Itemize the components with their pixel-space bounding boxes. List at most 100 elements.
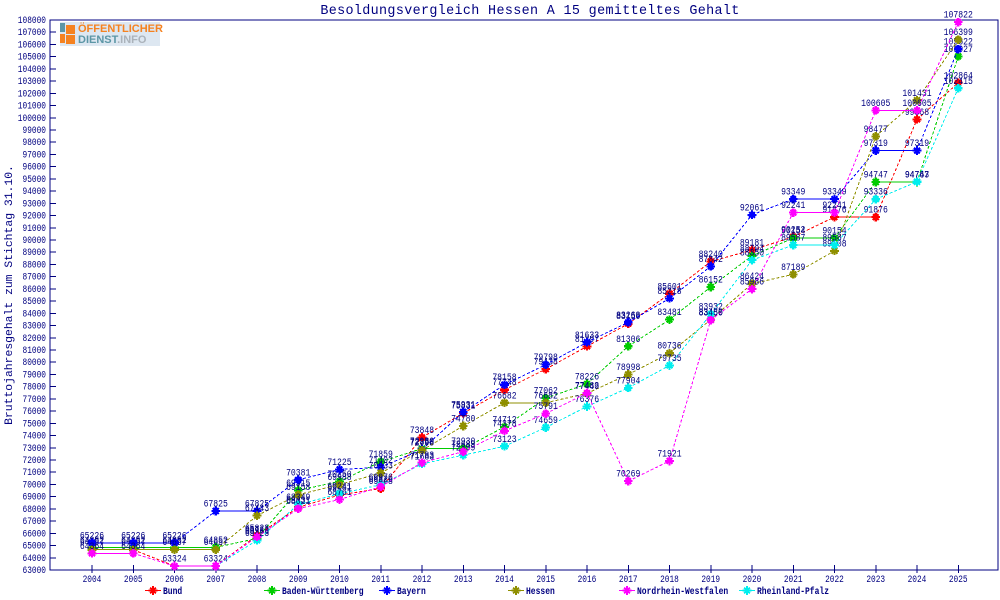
data-point-label: 75831 [451,402,475,413]
data-point-marker [623,370,633,379]
data-point-marker [252,511,262,520]
y-tick-label: 91000 [23,223,47,235]
data-point-marker [541,360,551,369]
y-tick-label: 73000 [23,443,47,455]
x-tick-label: 2012 [413,574,432,586]
y-tick-label: 103000 [18,76,46,88]
data-point-label: 76682 [492,391,516,402]
data-point-label: 75791 [534,402,558,413]
data-point-label: 102864 [944,71,973,82]
y-tick-label: 87000 [23,272,47,284]
series-segment [875,119,918,218]
series-segment [793,250,835,275]
legend-label: Baden-Württemberg [282,586,364,598]
data-point-label: 94747 [864,170,888,181]
data-point-marker [788,240,798,250]
data-point-label: 65712 [245,525,269,536]
data-point-label: 70381 [286,468,310,479]
y-tick-label: 82000 [23,333,47,345]
data-point-marker [953,52,963,61]
series-segment [380,463,423,486]
y-tick-label: 65000 [23,541,47,553]
data-point-marker [541,409,551,418]
y-tick-label: 85000 [23,296,47,308]
data-point-marker [871,212,881,222]
data-point-marker [170,538,179,548]
data-point-marker [912,115,922,124]
data-point-label: 89587 [822,234,846,245]
data-point-marker [706,309,716,319]
y-tick-label: 79000 [23,369,47,381]
x-tick-label: 2007 [206,574,225,586]
series-segment [627,293,670,325]
data-point-label: 90154 [822,227,846,238]
data-point-marker [706,262,716,271]
data-point-marker [953,17,963,27]
y-tick-label: 106000 [18,39,46,51]
x-tick-label: 2021 [784,574,803,586]
data-point-marker [458,407,468,417]
series-segment [380,437,423,489]
data-point-label: 76376 [575,395,599,406]
series-segment [504,413,546,432]
data-point-label: 92241 [781,201,805,212]
series-segment [256,508,299,538]
x-tick-label: 2014 [495,574,514,586]
data-point-marker [747,251,757,261]
data-point-label: 71783 [410,451,434,462]
series-segment [380,462,423,488]
data-point-label: 77062 [534,387,558,398]
data-point-marker [871,146,881,155]
data-point-label: 69988 [327,473,351,484]
series-segment [710,259,753,315]
series-segment [380,449,423,468]
series-segment [298,468,340,481]
data-point-label: 67443 [245,504,269,515]
data-point-marker [541,393,551,403]
series-segment [504,364,546,386]
data-point-marker [830,233,839,243]
series-segment [916,88,959,182]
series-segment [793,216,835,238]
data-point-label: 69826 [369,475,393,486]
series-segment [834,181,877,239]
data-point-label: 88350 [740,249,764,260]
data-point-marker [335,465,344,474]
series-segment [339,461,381,482]
data-point-marker [541,364,551,374]
series-segment [586,392,629,482]
data-point-label: 74780 [451,415,475,426]
data-point-label: 78998 [616,363,640,374]
legend-label: Hessen [526,587,555,598]
series-segment [463,402,505,427]
series-segment [669,319,712,462]
x-tick-label: 2020 [743,574,762,586]
data-point-label: 64364 [121,542,145,553]
data-point-marker [335,480,344,489]
data-point-label: 63324 [204,555,228,566]
data-point-label: 89181 [740,239,764,250]
data-point-marker [582,337,592,347]
y-tick-label: 101000 [18,101,46,113]
legend-item-rheinland-pfalz: Rheinland-Pfalz [739,586,829,598]
data-point-label: 71225 [327,458,351,469]
data-point-marker [500,380,509,390]
data-point-marker [582,379,592,389]
data-point-marker [623,317,633,327]
data-point-marker [211,506,221,516]
series-segment [834,198,877,246]
data-point-label: 77483 [575,381,599,392]
data-point-marker [211,561,221,571]
data-point-marker [912,95,922,105]
data-point-label: 83481 [657,308,681,319]
logo-square-orange2-icon [60,34,65,43]
y-tick-label: 71000 [23,467,47,479]
series-segment [545,392,588,415]
data-point-marker [747,245,757,255]
data-point-marker [376,457,386,467]
data-point-marker [252,506,262,516]
data-point-label: 70250 [327,470,351,481]
data-point-label: 86424 [740,272,764,283]
plot-border [49,19,999,571]
